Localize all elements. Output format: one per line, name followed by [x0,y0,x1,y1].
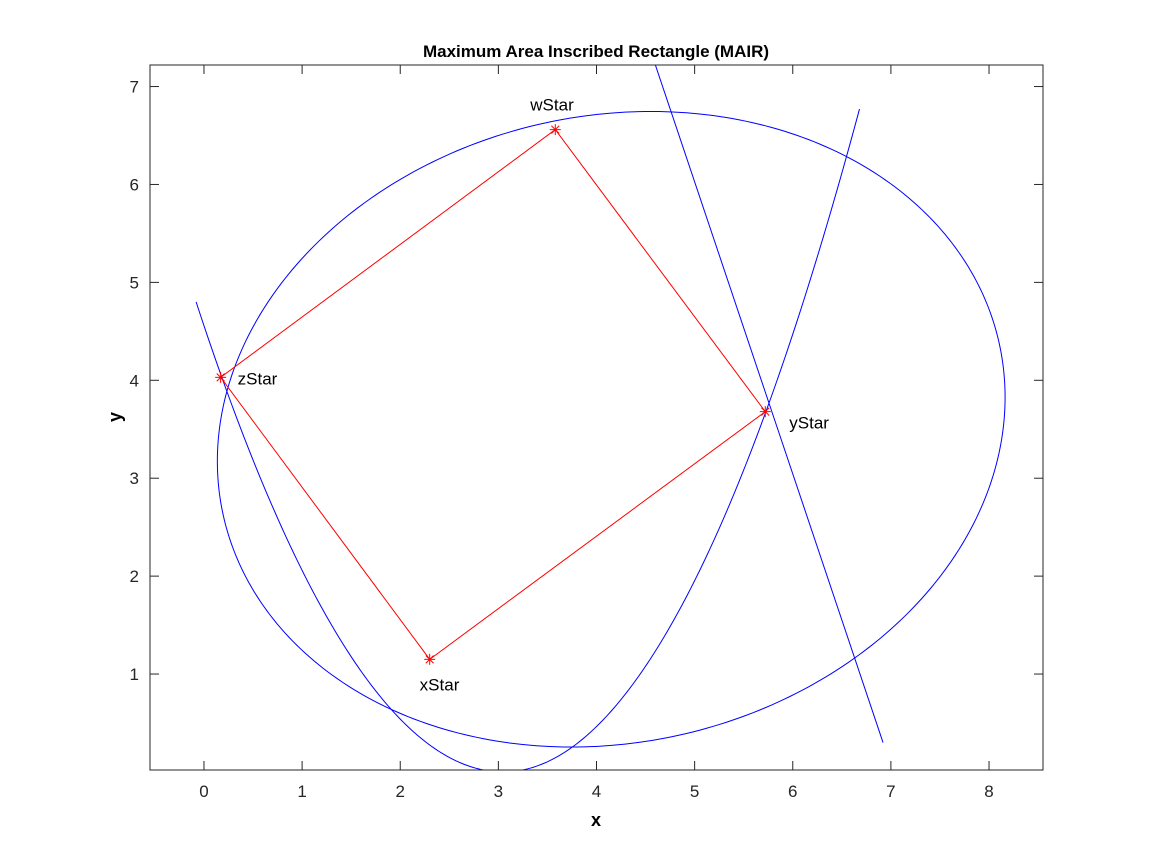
y-tick-label: 6 [130,175,139,194]
label-xStar: xStar [420,675,460,694]
x-axis-label: x [591,810,601,830]
y-axis-label: y [105,412,125,422]
y-tick-label: 3 [130,469,139,488]
x-tick-label: 2 [396,782,405,801]
x-tick-label: 7 [886,782,895,801]
chart-title: Maximum Area Inscribed Rectangle (MAIR) [423,42,769,61]
x-tick-label: 3 [494,782,503,801]
y-tick-label: 2 [130,567,139,586]
x-tick-label: 0 [199,782,208,801]
marker-zStar [215,372,226,383]
label-zStar: zStar [238,369,278,388]
x-tick-label: 4 [592,782,601,801]
marker-yStar [760,406,771,417]
marker-wStar [550,124,561,135]
x-tick-label: 8 [984,782,993,801]
label-yStar: yStar [789,414,829,433]
label-wStar: wStar [529,96,574,115]
x-tick-label: 1 [297,782,306,801]
y-tick-label: 5 [130,273,139,292]
plot-background [150,65,1043,770]
y-tick-label: 7 [130,78,139,97]
y-tick-label: 4 [130,371,139,390]
y-tick-label: 1 [130,665,139,684]
x-tick-label: 5 [690,782,699,801]
x-tick-label: 6 [788,782,797,801]
marker-xStar [424,654,435,665]
